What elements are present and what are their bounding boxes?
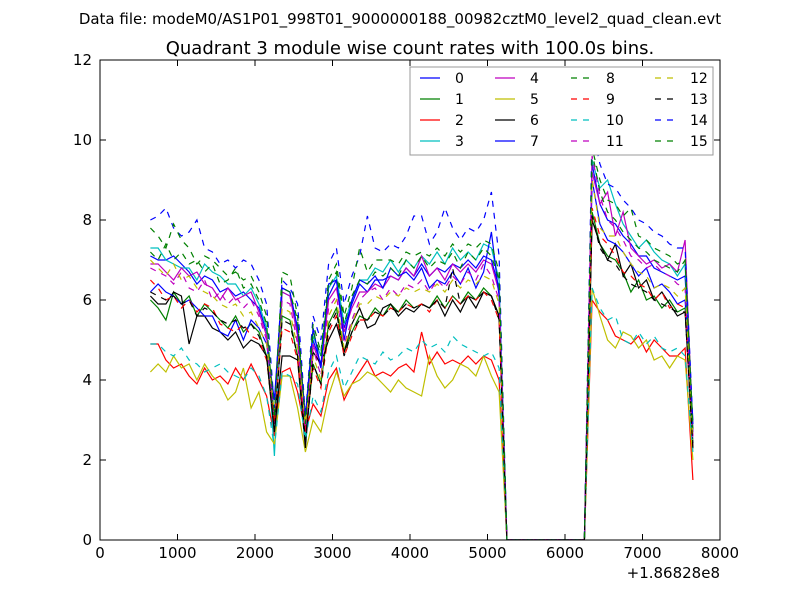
legend-frame [409,66,714,156]
y-tick-label: 10 [73,131,92,149]
x-tick-label: 3000 [313,544,351,562]
x-tick-label: 4000 [391,544,429,562]
series-line-13 [150,215,694,540]
legend-label: 9 [606,92,615,108]
series-line-10 [150,287,694,540]
y-tick-label: 12 [73,51,92,69]
legend-label: 3 [455,134,464,150]
legend-label: 14 [690,113,708,129]
legend-label: 7 [530,134,539,150]
x-tick-label: 1000 [158,544,196,562]
legend-label: 15 [690,134,708,150]
plot-frame [99,59,721,541]
y-tick-label: 6 [82,291,92,309]
y-tick-label: 4 [82,371,92,389]
legend-label: 11 [606,134,624,150]
x-offset-text: +1.86828e8 [627,564,720,582]
series-line-7 [149,179,694,540]
chart-title: Quadrant 3 module wise count rates with … [166,38,655,59]
figure-suptitle: Data file: modeM0/AS1P01_998T01_90000001… [79,10,721,29]
legend-label: 5 [530,92,539,108]
x-tick-label: 7000 [623,544,661,562]
series-layer [149,127,694,540]
y-tick-label: 8 [82,211,92,229]
legend-label: 2 [455,113,464,129]
x-tick-label: 5000 [468,544,506,562]
series-line-12 [149,179,694,540]
x-tick-label: 6000 [546,544,584,562]
series-line-0 [150,163,694,540]
series-line-11 [150,155,694,540]
legend-label: 10 [606,113,624,129]
series-line-9 [149,207,694,540]
legend-label: 8 [606,71,615,87]
series-line-8 [149,151,694,540]
x-tick-label: 8000 [701,544,739,562]
legend-label: 13 [690,92,708,108]
legend-label: 4 [530,71,539,87]
legend-label: 12 [690,71,708,87]
series-line-14 [150,127,694,540]
legend-label: 6 [530,113,539,129]
y-tick-label: 2 [82,451,92,469]
legend-label: 0 [455,71,464,87]
x-tick-label: 0 [95,544,105,562]
y-tick-label: 0 [82,531,92,549]
x-tick-label: 2000 [236,544,274,562]
axis-ticks: 0 1000 2000 3000 4000 5000 6000 7000 80000246810… [73,51,739,562]
series-line-5 [149,287,694,540]
legend-label: 1 [455,92,464,108]
